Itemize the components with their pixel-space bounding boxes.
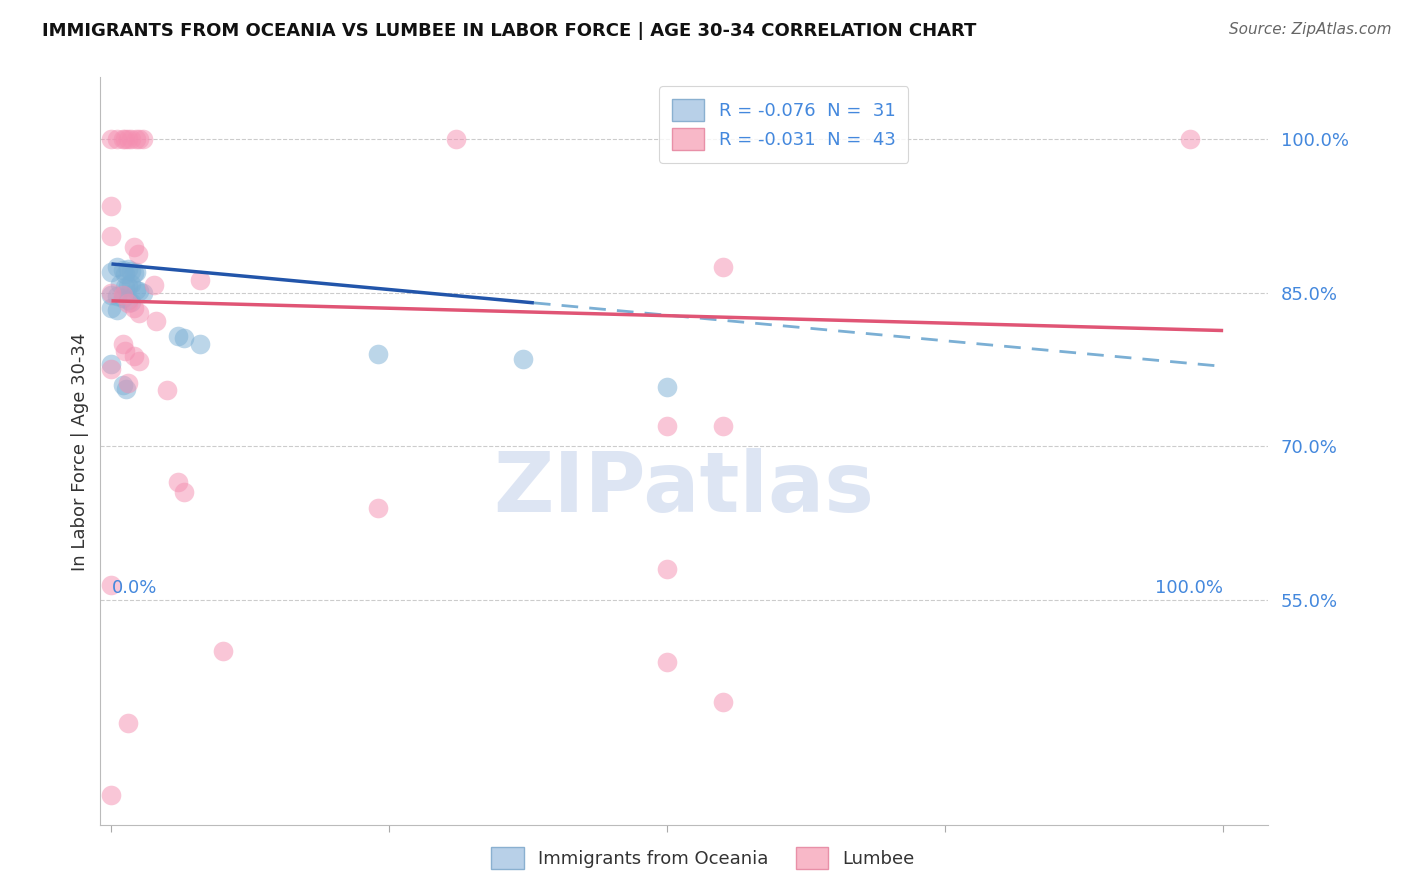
Point xyxy=(167,475,190,490)
Text: ZIPatlas: ZIPatlas xyxy=(494,449,875,529)
Point xyxy=(114,344,136,359)
Point xyxy=(121,294,143,309)
Point xyxy=(105,260,128,274)
Point xyxy=(190,336,212,351)
Point xyxy=(111,336,134,351)
Point xyxy=(100,265,122,279)
Point xyxy=(122,349,145,363)
Point xyxy=(173,485,195,500)
Point xyxy=(122,239,145,253)
Point xyxy=(122,266,145,280)
Point xyxy=(131,285,153,300)
Point xyxy=(512,352,534,367)
Point xyxy=(125,283,148,297)
Point xyxy=(156,383,179,397)
Point xyxy=(128,132,150,146)
Point xyxy=(145,314,167,328)
Text: Source: ZipAtlas.com: Source: ZipAtlas.com xyxy=(1229,22,1392,37)
Point xyxy=(128,306,150,320)
Point xyxy=(711,260,734,274)
Point xyxy=(117,132,139,146)
Point xyxy=(105,132,128,146)
Point xyxy=(190,273,212,287)
Point xyxy=(367,500,389,515)
Text: IMMIGRANTS FROM OCEANIA VS LUMBEE IN LABOR FORCE | AGE 30-34 CORRELATION CHART: IMMIGRANTS FROM OCEANIA VS LUMBEE IN LAB… xyxy=(42,22,977,40)
Point xyxy=(131,132,153,146)
Point xyxy=(111,287,134,301)
Point xyxy=(122,301,145,315)
Point xyxy=(100,132,122,146)
Point xyxy=(1178,132,1201,146)
Point xyxy=(100,229,122,244)
Y-axis label: In Labor Force | Age 30-34: In Labor Force | Age 30-34 xyxy=(72,332,89,571)
Point xyxy=(100,357,122,371)
Point xyxy=(111,377,134,392)
Point xyxy=(117,262,139,277)
Point xyxy=(105,303,128,318)
Point xyxy=(142,278,165,293)
Point xyxy=(114,132,136,146)
Point xyxy=(111,291,134,305)
Legend: R = -0.076  N =  31, R = -0.031  N =  43: R = -0.076 N = 31, R = -0.031 N = 43 xyxy=(659,87,908,163)
Point xyxy=(100,301,122,315)
Text: 100.0%: 100.0% xyxy=(1156,579,1223,597)
Point xyxy=(657,380,679,394)
Point xyxy=(657,418,679,433)
Point xyxy=(125,265,148,279)
Point xyxy=(128,284,150,298)
Point xyxy=(114,267,136,281)
Point xyxy=(657,562,679,576)
Point xyxy=(100,285,122,300)
Point xyxy=(117,293,139,307)
Point xyxy=(115,382,138,396)
Point xyxy=(121,132,143,146)
Legend: Immigrants from Oceania, Lumbee: Immigrants from Oceania, Lumbee xyxy=(482,838,924,879)
Point xyxy=(711,418,734,433)
Point xyxy=(100,577,122,591)
Point xyxy=(173,331,195,345)
Point xyxy=(111,263,134,277)
Point xyxy=(121,264,143,278)
Point xyxy=(105,288,128,302)
Point xyxy=(100,362,122,376)
Point xyxy=(117,279,139,293)
Text: 0.0%: 0.0% xyxy=(111,579,157,597)
Point xyxy=(117,376,139,390)
Point xyxy=(127,246,149,260)
Point xyxy=(111,132,134,146)
Point xyxy=(117,716,139,731)
Point xyxy=(117,296,139,310)
Point xyxy=(110,277,132,292)
Point xyxy=(121,277,143,292)
Point xyxy=(100,198,122,212)
Point xyxy=(211,644,233,658)
Point xyxy=(128,354,150,368)
Point xyxy=(114,280,136,294)
Point xyxy=(444,132,467,146)
Point xyxy=(711,696,734,710)
Point xyxy=(125,132,148,146)
Point xyxy=(100,788,122,802)
Point xyxy=(657,655,679,669)
Point xyxy=(100,287,122,301)
Point xyxy=(167,328,190,343)
Point xyxy=(367,347,389,361)
